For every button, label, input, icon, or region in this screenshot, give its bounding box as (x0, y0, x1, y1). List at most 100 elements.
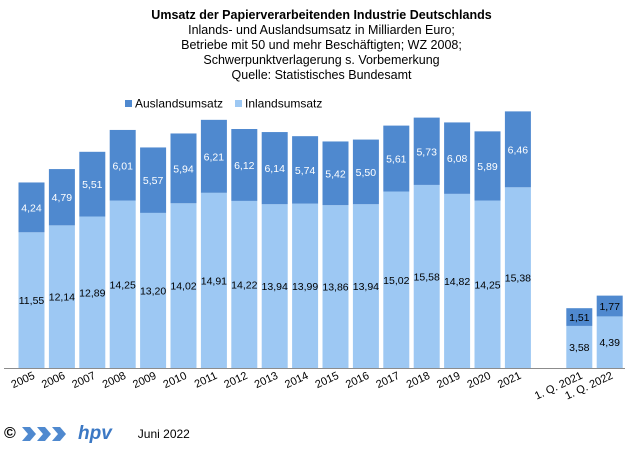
bar-ausland-12 (383, 125, 410, 192)
data-label-ausland-4: 5,57 (143, 175, 164, 187)
data-label-ausland-11: 5,50 (356, 167, 377, 179)
data-label-ausland-12: 5,61 (386, 154, 407, 166)
bar-inland-4 (140, 212, 167, 368)
bar-inland-13 (413, 184, 440, 368)
bar-ausland-17 (566, 308, 593, 326)
data-label-inland-1: 12,14 (49, 292, 75, 304)
bar-ausland-2 (79, 151, 106, 217)
data-label-inland-4: 13,20 (140, 285, 166, 297)
data-label-ausland-16: 6,46 (508, 144, 529, 156)
x-tick-label-1: 2006 (40, 370, 67, 391)
data-label-ausland-9: 5,74 (295, 165, 316, 177)
data-label-inland-9: 13,99 (292, 281, 318, 293)
bar-inland-10 (322, 205, 349, 368)
data-label-ausland-3: 6,01 (112, 160, 133, 172)
hpv-logo-text: hpv (78, 424, 113, 444)
data-label-ausland-17: 1,51 (569, 312, 590, 324)
data-label-inland-7: 14,22 (231, 279, 257, 291)
footer: © hpv Juni 2022 (4, 423, 190, 445)
bar-ausland-13 (413, 117, 440, 185)
data-label-inland-15: 14,25 (474, 279, 500, 291)
x-tick-label-11: 2016 (344, 370, 371, 391)
x-tick-label-5: 2010 (162, 370, 189, 391)
bar-inland-3 (109, 200, 136, 368)
legend-label-inlandsumsatz: Inlandsumsatz (245, 97, 322, 111)
footer-date: Juni 2022 (137, 427, 190, 441)
bar-ausland-0 (18, 182, 45, 233)
bar-inland-7 (231, 200, 258, 368)
chart-subtitle-line-2: Betriebe mit 50 und mehr Beschäftigten; … (181, 38, 462, 52)
bar-ausland-18 (596, 295, 623, 317)
bar-inland-6 (200, 192, 227, 368)
bar-ausland-14 (444, 122, 471, 194)
data-label-inland-8: 13,94 (262, 281, 288, 293)
bar-ausland-5 (170, 133, 197, 204)
bar-ausland-4 (140, 147, 167, 213)
bar-inland-9 (292, 203, 319, 368)
data-label-inland-6: 14,91 (201, 275, 227, 287)
bar-inland-18 (596, 316, 623, 368)
data-label-inland-10: 13,86 (322, 282, 348, 294)
data-label-ausland-14: 6,08 (447, 153, 468, 165)
x-tick-label-8: 2013 (253, 370, 280, 391)
data-label-inland-18: 4,39 (599, 337, 620, 349)
bar-ausland-11 (352, 139, 379, 205)
chart-subtitle-line-3: Schwerpunktverlagerung s. Vorbemerkung (203, 53, 440, 67)
legend-swatch-auslandsumsatz (125, 100, 132, 107)
data-label-inland-11: 13,94 (353, 281, 379, 293)
data-label-ausland-7: 6,12 (234, 160, 255, 172)
data-label-ausland-0: 4,24 (21, 202, 42, 214)
data-label-inland-0: 11,55 (19, 295, 45, 307)
data-label-ausland-2: 5,51 (82, 179, 103, 191)
bar-inland-2 (79, 216, 106, 368)
bar-ausland-15 (474, 131, 501, 201)
data-label-ausland-15: 5,89 (477, 161, 498, 173)
chart-title: Umsatz der Papierverarbeitenden Industri… (151, 8, 492, 22)
data-label-ausland-1: 4,79 (52, 192, 73, 204)
data-label-inland-2: 12,89 (79, 287, 105, 299)
data-label-inland-12: 15,02 (383, 275, 409, 287)
x-tick-label-0: 2005 (10, 370, 37, 391)
bar-inland-16 (504, 187, 531, 368)
bar-inland-11 (352, 204, 379, 368)
data-label-ausland-8: 6,14 (264, 163, 285, 175)
bar-ausland-8 (261, 132, 288, 205)
x-tick-label-10: 2015 (314, 370, 341, 391)
x-tick-label-2: 2007 (70, 370, 97, 391)
bar-ausland-1 (48, 169, 75, 226)
data-label-inland-5: 14,02 (170, 281, 196, 293)
x-tick-label-3: 2008 (101, 370, 128, 391)
chart-subtitle-line-1: Inlands- und Auslandsumsatz in Milliarde… (188, 23, 455, 37)
data-label-inland-16: 15,38 (505, 273, 531, 285)
chart-subtitle-line-4: Quelle: Statistisches Bundesamt (231, 68, 412, 82)
data-label-ausland-10: 5,42 (325, 168, 346, 180)
data-label-ausland-13: 5,73 (416, 146, 437, 158)
data-label-inland-17: 3,58 (569, 342, 590, 354)
x-tick-label-16: 2021 (496, 370, 523, 391)
bar-ausland-6 (200, 119, 227, 193)
data-label-ausland-6: 6,21 (204, 151, 225, 163)
bar-inland-8 (261, 204, 288, 368)
data-label-inland-14: 14,82 (444, 276, 470, 288)
x-tick-label-15: 2020 (466, 370, 493, 391)
chart-title-block: Umsatz der Papierverarbeitenden Industri… (0, 8, 643, 83)
data-label-ausland-18: 1,77 (599, 301, 620, 313)
bar-inland-14 (444, 193, 471, 368)
bar-inland-12 (383, 191, 410, 368)
bar-ausland-3 (109, 129, 136, 201)
chevrons-logo-icon (21, 427, 66, 441)
data-label-inland-13: 15,58 (414, 271, 440, 283)
x-tick-label-12: 2017 (374, 370, 401, 391)
bar-inland-17 (566, 325, 593, 368)
bar-inland-1 (48, 225, 75, 368)
bar-ausland-16 (504, 111, 531, 188)
legend-swatch-inlandsumsatz (235, 100, 242, 107)
x-tick-label-13: 2018 (405, 370, 432, 391)
bar-ausland-7 (231, 129, 258, 201)
x-tick-label-7: 2012 (222, 370, 249, 391)
x-tick-label-4: 2009 (131, 370, 158, 391)
bar-inland-0 (18, 232, 45, 368)
x-tick-label-9: 2014 (283, 370, 310, 391)
copyright-symbol: © (4, 425, 16, 442)
